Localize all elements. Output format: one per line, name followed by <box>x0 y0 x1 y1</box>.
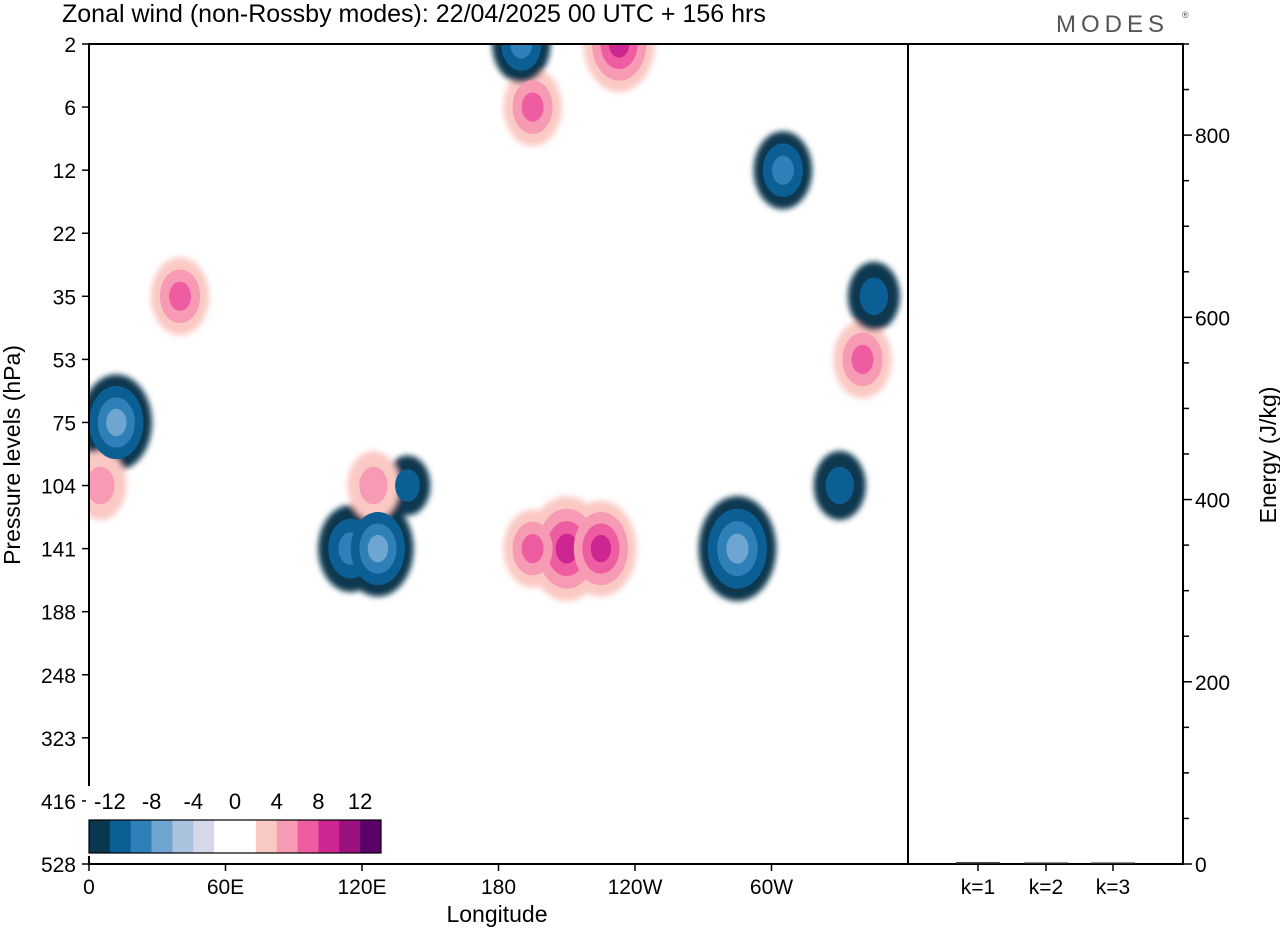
heatmap-field <box>89 44 900 602</box>
x-tick-label: 60W <box>750 876 793 899</box>
colorbar-swatch <box>130 820 152 853</box>
colorbar-swatch <box>255 820 278 853</box>
colorbar-label: -4 <box>184 789 204 814</box>
energy-axis-title: Energy (J/kg) <box>1255 387 1280 524</box>
heat-blob-12-band-2 <box>169 281 191 311</box>
y-tick-label: 35 <box>53 286 76 309</box>
k-tick-label: k=1 <box>961 876 995 899</box>
colorbar-label: 0 <box>229 789 241 814</box>
heat-blob-7-band-3 <box>726 533 749 564</box>
energy-tick-label: 800 <box>1195 125 1230 148</box>
colorbar-swatch <box>297 820 319 853</box>
energy-bar-k=3 <box>1091 862 1135 864</box>
heat-blob-1-band-3 <box>367 534 389 563</box>
heat-blob-4-band-3 <box>555 533 578 564</box>
brand-logo: MODES <box>1056 11 1169 38</box>
y-tick-label: 248 <box>41 665 76 688</box>
colorbar-label: 8 <box>312 789 324 814</box>
colorbar-label: -12 <box>94 789 126 814</box>
colorbar-swatch <box>89 820 111 853</box>
y-axis-title: Pressure levels (hPa) <box>0 345 25 565</box>
heat-blob-11-band-3 <box>608 44 630 58</box>
heat-blob-2-band-1 <box>395 469 420 502</box>
x-tick-label: 120E <box>337 876 386 899</box>
brand-registered-mark: ® <box>1182 10 1189 20</box>
y-tick-label: 2 <box>64 34 76 57</box>
y-tick-label: 12 <box>53 160 76 183</box>
energy-tick-label: 0 <box>1195 854 1207 877</box>
heat-blob-10-band-2 <box>521 92 544 122</box>
colorbar-swatch <box>172 820 194 853</box>
colorbar-swatch <box>235 820 257 853</box>
colorbar-swatch <box>109 820 132 853</box>
y-tick-label: 188 <box>41 602 76 625</box>
y-tick-label: 416 <box>41 791 76 814</box>
colorbar-swatch <box>193 820 215 853</box>
heat-blob-13-band-2 <box>510 44 533 59</box>
x-tick-label: 180 <box>481 876 516 899</box>
energy-tick-label: 600 <box>1195 307 1230 330</box>
y-tick-label: 6 <box>64 97 76 120</box>
energy-bar-k=2 <box>1024 862 1068 864</box>
heat-blob-6-band-2 <box>521 534 544 564</box>
energy-bar-k=1 <box>956 862 1000 864</box>
colorbar-frame <box>88 819 382 854</box>
colorbar: -12 -8 -4 0 4 8 12 <box>86 786 384 856</box>
heat-blob-14-band-2 <box>771 155 794 185</box>
x-tick-label: 0 <box>83 876 95 899</box>
x-axis-title: Longitude <box>446 901 547 927</box>
energy-panel-frame <box>907 43 1184 865</box>
longitude-axis: 0 60E 120E 180 120W 60W <box>83 864 793 899</box>
heat-blob-9-band-2 <box>851 344 874 374</box>
colorbar-label: 4 <box>271 789 283 814</box>
heat-blob-15-band-1 <box>859 277 889 316</box>
y-tick-label: 53 <box>53 349 76 372</box>
heat-blob-16-band-1 <box>825 466 854 505</box>
wavenumber-labels: k=1 k=2 k=3 <box>961 864 1130 899</box>
energy-axis: 0 200 400 600 800 <box>1183 43 1230 877</box>
k-tick-label: k=2 <box>1029 876 1063 899</box>
heat-blob-17-band-1 <box>359 466 388 505</box>
colorbar-swatch <box>360 820 382 853</box>
k-tick-label: k=3 <box>1096 876 1130 899</box>
y-tick-label: 104 <box>41 476 76 499</box>
energy-tick-label: 400 <box>1195 490 1230 513</box>
y-tick-label: 528 <box>41 854 76 877</box>
colorbar-label: 12 <box>348 789 372 814</box>
colorbar-swatch <box>151 820 173 853</box>
colorbar-swatch <box>214 820 236 853</box>
y-tick-label: 141 <box>41 539 76 562</box>
heat-blob-8-band-1 <box>89 466 115 505</box>
colorbar-label: -8 <box>142 789 162 814</box>
heat-blob-3-band-3 <box>106 408 127 437</box>
chart-title: Zonal wind (non-Rossby modes): 22/04/202… <box>62 0 766 28</box>
pressure-axis: 2 6 12 22 35 53 75 104 141 188 248 323 416 528 <box>41 34 89 877</box>
energy-tick-label: 200 <box>1195 672 1230 695</box>
colorbar-swatch <box>318 820 340 853</box>
heat-blob-5-band-3 <box>590 534 612 563</box>
y-tick-label: 75 <box>53 412 76 435</box>
colorbar-swatch <box>276 820 298 853</box>
y-tick-label: 323 <box>41 728 76 751</box>
y-tick-label: 22 <box>53 223 76 246</box>
x-tick-label: 60E <box>207 876 244 899</box>
x-tick-label: 120W <box>608 876 663 899</box>
energy-bars <box>956 862 1135 864</box>
colorbar-swatch <box>339 820 361 853</box>
